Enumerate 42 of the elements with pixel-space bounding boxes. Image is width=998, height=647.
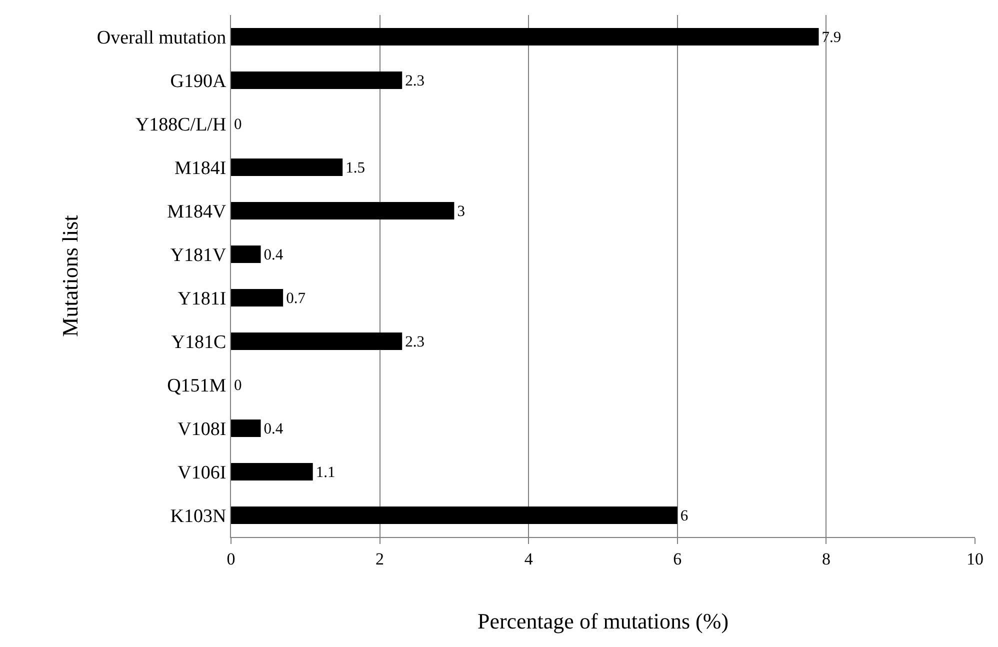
y-tick-label: K103N <box>170 506 226 527</box>
data-label: 2.3 <box>405 333 425 350</box>
x-tick-label: 0 <box>226 549 236 568</box>
y-tick-label: V108I <box>178 418 226 440</box>
y-tick-label: M184I <box>174 158 226 179</box>
bar <box>231 289 284 306</box>
y-tick-label: M184V <box>167 201 226 222</box>
y-tick-label: Y181V <box>170 244 226 266</box>
x-tick-label: 8 <box>822 549 830 568</box>
data-label: 0.7 <box>286 290 306 307</box>
y-tick-label: Y181C <box>171 332 226 353</box>
bar <box>231 506 678 524</box>
bar <box>231 202 454 220</box>
y-tick-label: Y188C/L/H <box>135 114 226 136</box>
data-label: 6 <box>680 507 688 524</box>
x-axis-title: Percentage of mutations (%) <box>477 608 729 634</box>
data-label: 0.4 <box>264 246 284 264</box>
x-tick-label: 10 <box>966 549 984 568</box>
data-label: 0 <box>234 376 242 394</box>
y-tick-label: V106I <box>178 462 226 484</box>
x-tick-label: 6 <box>673 549 682 568</box>
data-label: 3 <box>457 202 466 220</box>
x-tick-label: 2 <box>376 549 384 568</box>
x-tick-label: 4 <box>524 549 534 568</box>
data-label: 1.5 <box>346 159 366 176</box>
bar <box>231 28 819 46</box>
y-tick-label: Q151M <box>167 375 226 396</box>
bar <box>231 158 343 176</box>
data-label: 7.9 <box>822 28 842 46</box>
bar <box>231 72 402 89</box>
y-tick-label: Y181I <box>178 288 226 310</box>
data-label: 0 <box>234 116 242 133</box>
bar <box>231 332 402 350</box>
y-tick-label: G190A <box>170 70 226 92</box>
bar <box>231 246 261 263</box>
bar <box>231 463 313 480</box>
data-label: 1.1 <box>316 464 336 481</box>
data-label: 2.3 <box>405 72 425 90</box>
bar <box>231 420 261 437</box>
y-axis-title: Mutations list <box>58 215 83 337</box>
y-tick-label: Overall mutation <box>96 27 227 48</box>
data-label: 0.4 <box>264 420 284 438</box>
